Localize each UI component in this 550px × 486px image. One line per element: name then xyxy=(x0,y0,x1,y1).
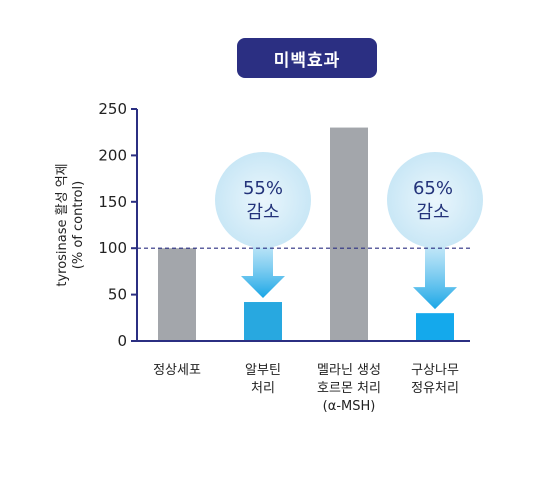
bar-3 xyxy=(416,313,454,341)
category-label-fir-oil: 구상나무 정유처리 xyxy=(411,363,459,396)
category-label-normal-cells: 정상세포 xyxy=(153,363,201,378)
category-label-msh: 멜라닌 생성 호르몬 처리 (α-MSH) xyxy=(317,363,381,414)
y-axis-label-line-2: (% of control) xyxy=(71,180,86,270)
annotation-arrow xyxy=(241,220,285,299)
annotation-bubble xyxy=(387,152,483,248)
y-tick-label: 250 xyxy=(98,100,127,118)
bar-2 xyxy=(330,127,368,341)
category-label-arbutin: 알부틴 처리 xyxy=(245,363,281,396)
annotation-arrow xyxy=(413,220,457,310)
bar-1 xyxy=(244,302,282,341)
annotation-bubble xyxy=(215,152,311,248)
annotation-text-arbutin: 55% 감소 xyxy=(242,178,283,223)
y-axis-label: tyrosinase 활성 억제 (% of control) xyxy=(55,105,87,345)
annotation-text-fir-oil: 65% 감소 xyxy=(412,178,453,223)
y-tick-label: 150 xyxy=(98,193,127,211)
bar-0 xyxy=(158,248,196,341)
title-badge: 미백효과 xyxy=(237,38,377,78)
y-tick-label: 100 xyxy=(98,239,127,257)
y-tick-label: 0 xyxy=(117,332,127,350)
y-tick-label: 50 xyxy=(108,286,127,304)
y-tick-label: 200 xyxy=(98,146,127,164)
y-axis-label-line-1: tyrosinase 활성 억제 xyxy=(55,163,70,287)
